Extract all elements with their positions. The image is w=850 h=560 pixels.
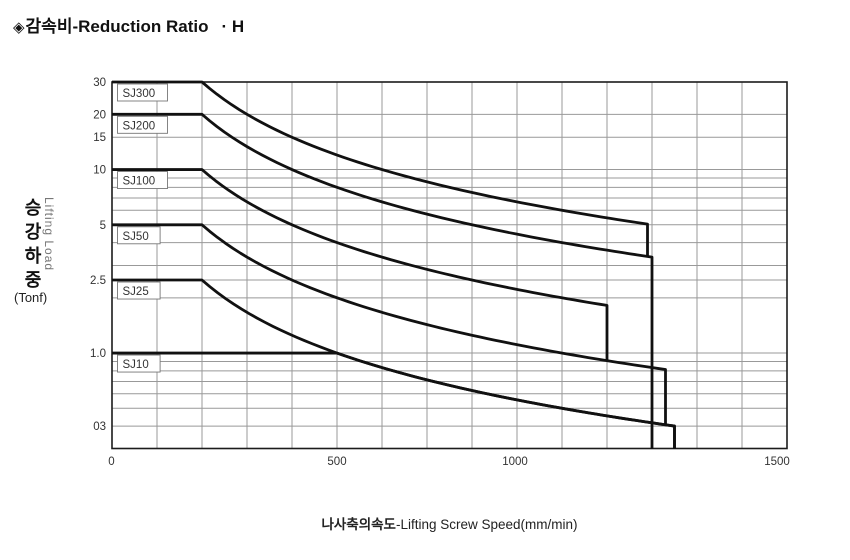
curve-label-box-SJ25 bbox=[117, 281, 161, 300]
y-tick-label: 10 bbox=[93, 165, 106, 177]
curve-SJ50 bbox=[112, 223, 667, 425]
plot-border bbox=[111, 81, 788, 450]
y-tick-label: 1.0 bbox=[90, 348, 106, 360]
y-tick-label: 20 bbox=[93, 109, 106, 121]
curve-label-box-SJ100 bbox=[117, 171, 168, 190]
y-tick-label: 30 bbox=[93, 77, 106, 89]
y-tick-label: 5 bbox=[100, 220, 106, 232]
y-axis-title-english: Lifting Load bbox=[42, 197, 56, 272]
curve-label-SJ100: SJ100 bbox=[123, 176, 156, 188]
curve-label-SJ10: SJ10 bbox=[123, 359, 149, 371]
x-tick-label: 0 bbox=[108, 456, 114, 468]
x-tick-label: 1000 bbox=[502, 456, 528, 468]
page-title-text: 감속비-Reduction Ratio bbox=[25, 17, 209, 36]
curve-label-SJ25: SJ25 bbox=[123, 286, 149, 298]
y-axis-char: 중 bbox=[24, 270, 42, 290]
curve-label-box-SJ10 bbox=[117, 354, 161, 373]
curve-label-SJ200: SJ200 bbox=[123, 120, 156, 132]
curve-SJ300 bbox=[112, 80, 649, 257]
y-axis-unit: (Tonf) bbox=[14, 290, 48, 305]
curve-label-box-SJ200 bbox=[117, 115, 168, 134]
y-axis-char: 승 bbox=[24, 198, 42, 218]
curve-SJ10 bbox=[112, 351, 676, 449]
curve-SJ100 bbox=[112, 168, 609, 361]
x-tick-label: 500 bbox=[327, 456, 346, 468]
y-axis-title-korean: 승 강 하 중 bbox=[22, 196, 44, 292]
x-axis-title-english: -Lifting Screw Speed(mm/min) bbox=[395, 517, 578, 532]
curve-label-SJ50: SJ50 bbox=[123, 231, 149, 243]
curve-label-SJ300: SJ300 bbox=[123, 88, 156, 100]
x-tick-label: 1500 bbox=[764, 456, 790, 468]
curve-SJ200 bbox=[112, 112, 654, 449]
page-title: ◈감속비-Reduction Ratio · H bbox=[13, 12, 244, 37]
curve-SJ25 bbox=[112, 278, 676, 449]
curve-label-box-SJ50 bbox=[117, 226, 161, 245]
y-axis-char: 하 bbox=[24, 246, 42, 266]
x-axis-title-korean: 나사축의속도 bbox=[321, 517, 396, 532]
x-axis-title: 나사축의속도-Lifting Screw Speed(mm/min) bbox=[112, 513, 787, 533]
y-tick-label: 2.5 bbox=[90, 275, 106, 287]
diamond-icon: ◈ bbox=[13, 19, 25, 36]
y-tick-label: 15 bbox=[93, 132, 106, 144]
page-title-suffix: · H bbox=[221, 17, 245, 36]
y-tick-label: 03 bbox=[93, 421, 106, 433]
curve-label-box-SJ300 bbox=[117, 83, 168, 102]
y-axis-char: 강 bbox=[24, 222, 42, 242]
